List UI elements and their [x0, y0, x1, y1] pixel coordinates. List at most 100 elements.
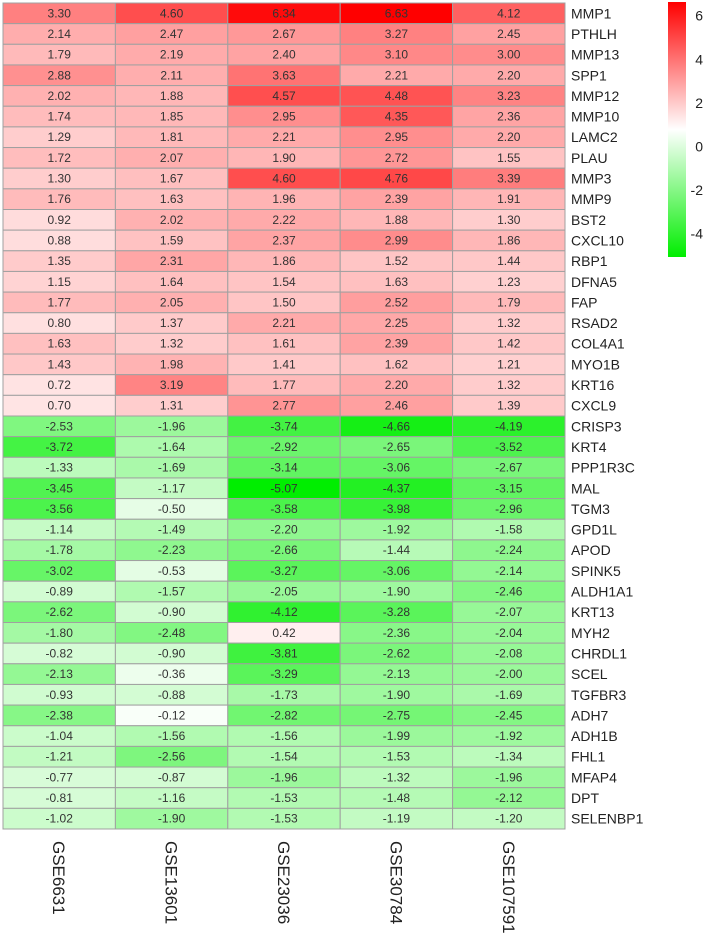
cell-value-label: 2.52	[385, 295, 409, 309]
cell-value-label: -1.69	[495, 688, 523, 702]
row-label-adh1b: ADH1B	[571, 728, 618, 744]
legend-tick-label: 2	[695, 95, 703, 111]
row-label-apod: APOD	[571, 542, 611, 558]
cell-value-label: -1.53	[270, 812, 298, 826]
color-legend: 6 4 2 0 -2 -4	[668, 2, 703, 257]
row-label-mmp10: MMP10	[571, 109, 619, 125]
cell-value-label: 1.81	[160, 130, 184, 144]
cell-value-label: 2.45	[497, 27, 521, 41]
cell-value-label: -3.06	[383, 564, 411, 578]
cell-value-label: 2.77	[272, 399, 296, 413]
cell-value-label: -1.56	[158, 729, 186, 743]
cell-value-label: -1.96	[270, 770, 298, 784]
row-label-tgm3: TGM3	[571, 501, 610, 517]
cell-value-label: 1.61	[272, 337, 296, 351]
cell-value-label: 2.22	[272, 213, 296, 227]
cell-value-label: 0.72	[48, 378, 72, 392]
cell-value-label: 2.39	[385, 337, 409, 351]
heatmap-cell	[452, 807, 566, 830]
cell-value-label: 0.80	[48, 316, 72, 330]
cell-value-label: -1.57	[158, 585, 186, 599]
row-label-adh7: ADH7	[571, 707, 609, 723]
cell-value-label: -2.67	[495, 461, 523, 475]
cell-value-label: -1.21	[46, 750, 74, 764]
cell-value-label: -1.99	[383, 729, 411, 743]
cell-value-label: 1.63	[48, 337, 72, 351]
cell-value-label: -3.98	[383, 502, 411, 516]
cell-value-label: -2.20	[270, 523, 298, 537]
cell-value-label: 1.52	[385, 254, 409, 268]
cell-value-label: 1.29	[48, 130, 72, 144]
cell-value-label: 1.64	[160, 275, 184, 289]
cell-value-label: 2.21	[272, 316, 296, 330]
cell-value-label: 1.55	[497, 151, 521, 165]
cell-value-label: 1.86	[497, 233, 521, 247]
cell-value-label: 1.42	[497, 337, 521, 351]
cell-value-label: -2.23	[158, 543, 186, 557]
row-labels: MMP1 PTHLH MMP13 SPP1 MMP12 MMP10 LAMC2 PLAU MMP…	[571, 5, 644, 826]
cell-value-label: -0.12	[158, 708, 186, 722]
cell-value-label: -4.19	[495, 419, 523, 433]
cell-value-label: 0.92	[48, 213, 72, 227]
cell-value-label: 0.88	[48, 233, 72, 247]
cell-value-label: 1.76	[48, 192, 72, 206]
cell-value-label: 2.11	[160, 68, 183, 82]
cell-value-label: 0.70	[48, 399, 72, 413]
cell-value-label: -2.08	[495, 646, 523, 660]
cell-value-label: -3.72	[46, 440, 74, 454]
cell-value-label: -1.73	[270, 688, 298, 702]
row-label-krt13: KRT13	[571, 604, 615, 620]
cell-value-label: -2.92	[270, 440, 298, 454]
legend-tick-label: 4	[695, 51, 703, 67]
cell-value-label: -2.75	[383, 708, 411, 722]
cell-value-label: -0.93	[46, 688, 74, 702]
legend-tick-label: 0	[695, 139, 703, 155]
cell-value-label: -1.56	[270, 729, 298, 743]
cell-value-label: 3.63	[272, 68, 296, 82]
row-label-ppp1r3c: PPP1R3C	[571, 460, 635, 476]
cell-value-label: -1.58	[495, 523, 523, 537]
cell-value-label: -1.92	[495, 729, 523, 743]
column-label-gse6631: GSE6631	[49, 841, 68, 915]
cell-value-label: -1.80	[46, 626, 74, 640]
cell-value-label: 1.59	[160, 233, 184, 247]
cell-value-label: 1.32	[497, 316, 521, 330]
cell-value-label: -3.52	[495, 440, 523, 454]
cell-value-label: -3.45	[46, 481, 74, 495]
cell-value-label: -1.44	[383, 543, 411, 557]
cell-value-label: 2.20	[497, 130, 521, 144]
cell-value-label: -1.33	[46, 461, 74, 475]
cell-value-label: 4.76	[385, 172, 409, 186]
cell-value-label: 3.27	[385, 27, 409, 41]
cell-value-label: 1.54	[272, 275, 296, 289]
cell-value-label: 1.90	[272, 151, 296, 165]
cell-value-label: -2.62	[46, 605, 74, 619]
row-label-spink5: SPINK5	[571, 563, 621, 579]
cell-value-label: -0.90	[158, 605, 186, 619]
cell-value-label: 2.19	[160, 48, 184, 62]
row-label-mfap4: MFAP4	[571, 769, 617, 785]
cell-value-label: -2.05	[270, 585, 298, 599]
row-label-cxcl10: CXCL10	[571, 232, 624, 248]
cell-value-label: -2.53	[46, 419, 74, 433]
cell-value-label: -2.07	[495, 605, 523, 619]
row-label-krt16: KRT16	[571, 377, 615, 393]
cell-value-label: -2.48	[158, 626, 186, 640]
cell-value-label: -3.06	[383, 461, 411, 475]
cell-value-label: 2.25	[385, 316, 409, 330]
cell-value-label: 2.20	[497, 68, 521, 82]
cell-value-label: 1.96	[272, 192, 296, 206]
row-label-cxcl9: CXCL9	[571, 398, 616, 414]
cell-value-label: 2.47	[160, 27, 184, 41]
cell-value-label: 2.14	[48, 27, 72, 41]
cell-value-label: -2.46	[495, 585, 523, 599]
cell-value-label: 4.12	[497, 6, 521, 20]
cell-value-label: 1.77	[272, 378, 296, 392]
cell-value-label: 6.63	[385, 6, 409, 20]
cell-value-label: 2.67	[272, 27, 296, 41]
cell-value-label: -2.45	[495, 708, 523, 722]
cell-value-label: 3.00	[497, 48, 521, 62]
cell-value-label: -1.17	[158, 481, 186, 495]
cell-value-label: 2.72	[385, 151, 409, 165]
cell-value-label: -4.66	[383, 419, 411, 433]
